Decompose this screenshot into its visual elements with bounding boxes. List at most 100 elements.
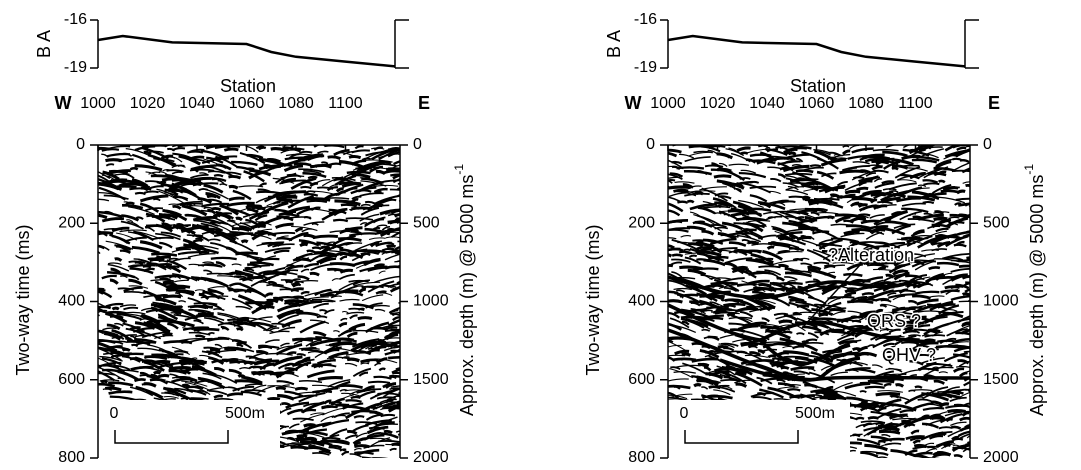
- reflector: [772, 433, 789, 439]
- reflector: [839, 417, 858, 420]
- reflector: [224, 149, 238, 150]
- reflector: [669, 369, 692, 378]
- reflector: [223, 424, 230, 425]
- reflector: [777, 278, 785, 280]
- reflector: [401, 167, 426, 174]
- reflector: [674, 372, 696, 373]
- reflector: [957, 191, 965, 193]
- reflector: [192, 444, 211, 445]
- y-tick-label: -19: [634, 59, 657, 76]
- reflector: [235, 253, 258, 254]
- reflector: [372, 458, 399, 461]
- reflector: [839, 447, 856, 449]
- reflector: [346, 400, 362, 402]
- reflector: [768, 445, 776, 447]
- reflector: [408, 313, 430, 323]
- reflector: [102, 432, 113, 434]
- reflector: [777, 366, 785, 367]
- reflector: [271, 149, 285, 151]
- reflector: [793, 346, 805, 348]
- reflector: [130, 452, 148, 453]
- reflector: [350, 209, 358, 211]
- reflector: [751, 244, 772, 245]
- reflector: [838, 402, 849, 404]
- reflector: [973, 173, 988, 175]
- reflector: [402, 325, 421, 327]
- reflector: [387, 246, 396, 247]
- reflector: [214, 368, 224, 371]
- reflector: [362, 287, 375, 288]
- reflector: [808, 333, 818, 338]
- reflector: [860, 453, 878, 457]
- reflector: [811, 432, 817, 434]
- reflector: [404, 403, 421, 406]
- reflector: [739, 428, 749, 432]
- reflector: [826, 441, 839, 442]
- reflector: [737, 404, 764, 416]
- reflector: [882, 152, 907, 156]
- reflector: [307, 251, 315, 253]
- reflector: [945, 287, 960, 288]
- reflector: [686, 455, 695, 457]
- reflector: [310, 183, 318, 186]
- reflector: [215, 345, 222, 348]
- reflector: [738, 428, 760, 429]
- reflector: [199, 189, 208, 190]
- reflector: [889, 191, 898, 192]
- reflector: [700, 404, 727, 405]
- reflector: [208, 453, 231, 455]
- reflector: [232, 438, 238, 440]
- reflector: [301, 292, 309, 294]
- reflector: [957, 148, 966, 150]
- reflector: [954, 369, 964, 372]
- reflector: [190, 448, 209, 451]
- reflector: [321, 162, 328, 164]
- reflector: [870, 215, 885, 218]
- reflector: [317, 360, 335, 363]
- reflector: [736, 414, 763, 423]
- reflector: [803, 443, 815, 446]
- reflector: [977, 356, 995, 359]
- reflector: [345, 364, 357, 366]
- reflector: [189, 415, 206, 423]
- reflector: [234, 451, 244, 453]
- reflector: [268, 445, 282, 446]
- reflector: [845, 191, 860, 193]
- reflector: [975, 397, 991, 399]
- reflector: [850, 241, 859, 242]
- reflector: [763, 444, 770, 447]
- y2-tick-label: 0: [413, 136, 422, 153]
- reflector: [758, 266, 780, 267]
- reflector: [977, 204, 999, 207]
- reflector: [93, 199, 109, 200]
- reflector: [381, 338, 400, 340]
- reflector: [969, 203, 983, 207]
- reflector: [92, 437, 114, 440]
- reflector: [92, 445, 101, 447]
- reflector: [307, 433, 328, 435]
- reflector: [246, 427, 260, 429]
- reflector: [781, 435, 808, 437]
- reflector: [237, 345, 243, 347]
- reflector: [969, 194, 992, 203]
- reflector: [97, 430, 125, 440]
- reflector: [406, 277, 425, 284]
- reflector: [742, 449, 758, 452]
- reflector: [299, 152, 312, 153]
- reflector: [800, 258, 810, 259]
- reflector: [714, 453, 736, 464]
- reflector: [720, 380, 740, 381]
- reflector: [912, 160, 937, 162]
- reflector: [861, 421, 883, 422]
- reflector: [356, 433, 367, 438]
- reflector: [377, 397, 396, 398]
- reflector: [246, 423, 257, 426]
- reflector: [143, 424, 167, 433]
- reflector: [207, 401, 234, 403]
- reflector: [282, 320, 301, 326]
- reflector: [808, 454, 831, 461]
- reflector: [409, 207, 420, 208]
- reflector: [693, 420, 718, 431]
- reflector: [211, 208, 220, 209]
- reflector: [671, 433, 692, 437]
